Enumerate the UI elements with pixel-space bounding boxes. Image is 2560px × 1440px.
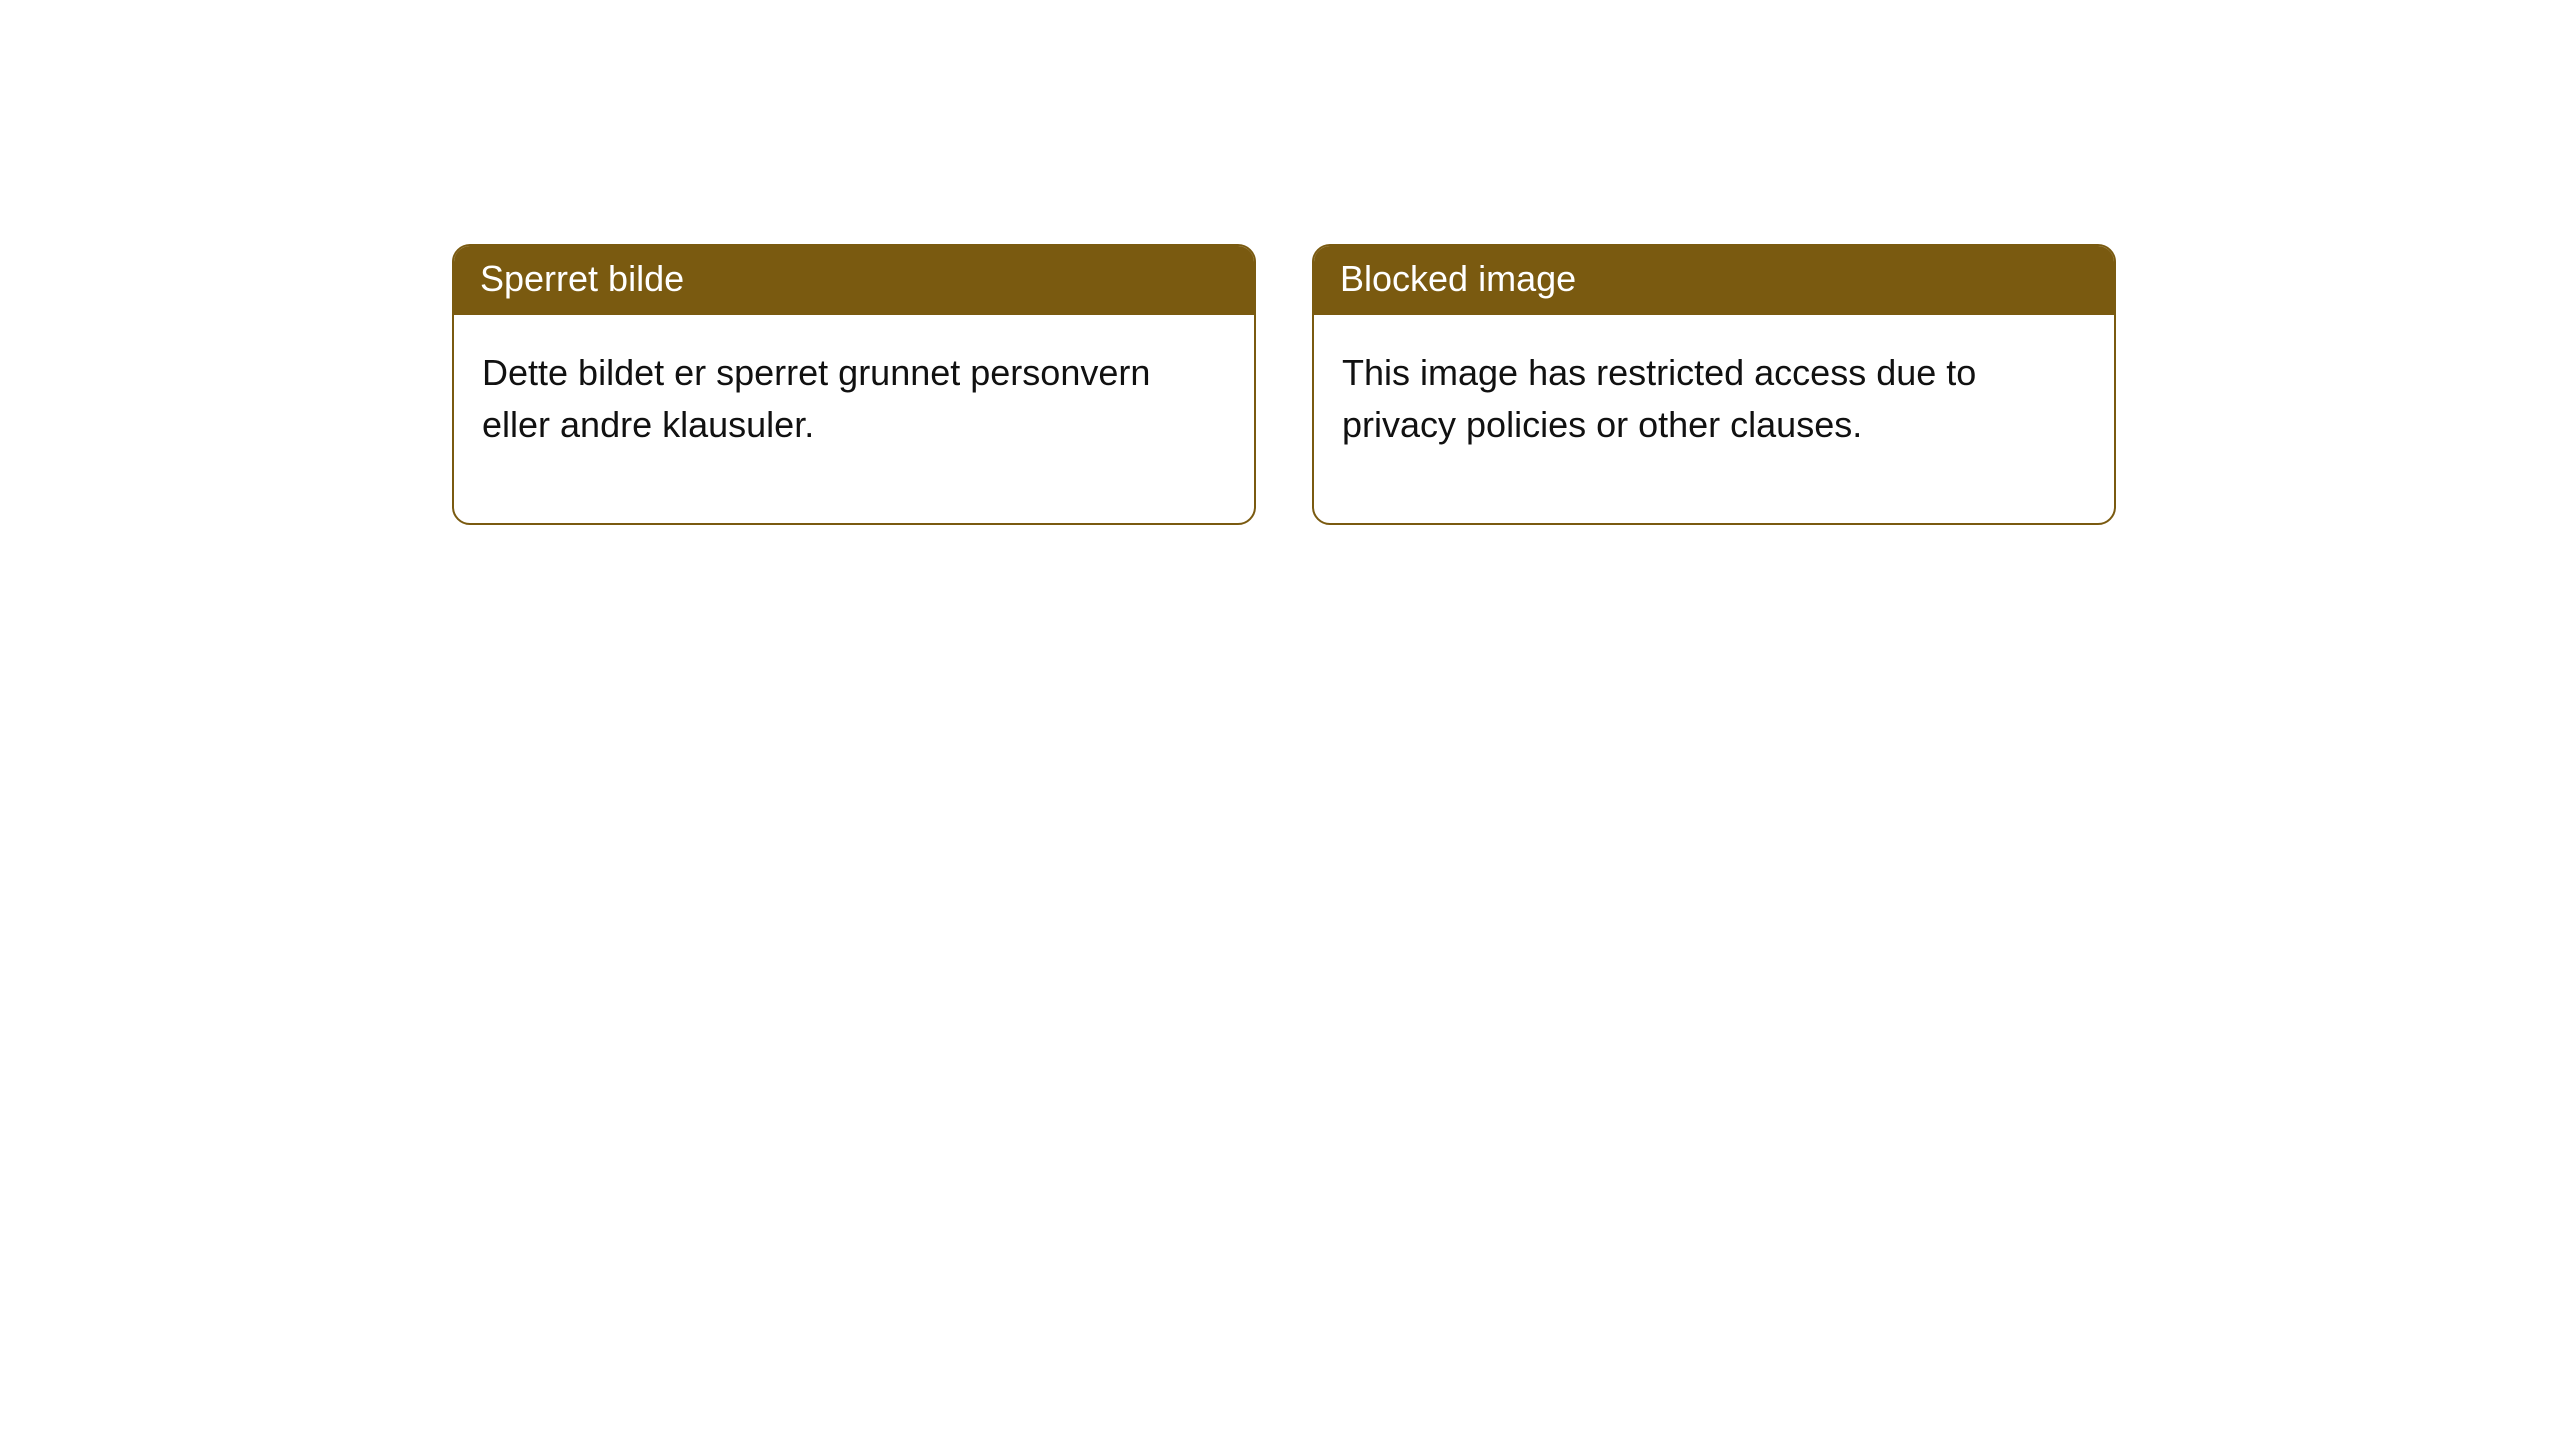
notice-container: Sperret bilde Dette bildet er sperret gr… — [0, 0, 2560, 525]
notice-card-norwegian: Sperret bilde Dette bildet er sperret gr… — [452, 244, 1256, 525]
notice-body: This image has restricted access due to … — [1314, 315, 2114, 523]
notice-header: Blocked image — [1314, 246, 2114, 315]
notice-body: Dette bildet er sperret grunnet personve… — [454, 315, 1254, 523]
notice-card-english: Blocked image This image has restricted … — [1312, 244, 2116, 525]
notice-header: Sperret bilde — [454, 246, 1254, 315]
